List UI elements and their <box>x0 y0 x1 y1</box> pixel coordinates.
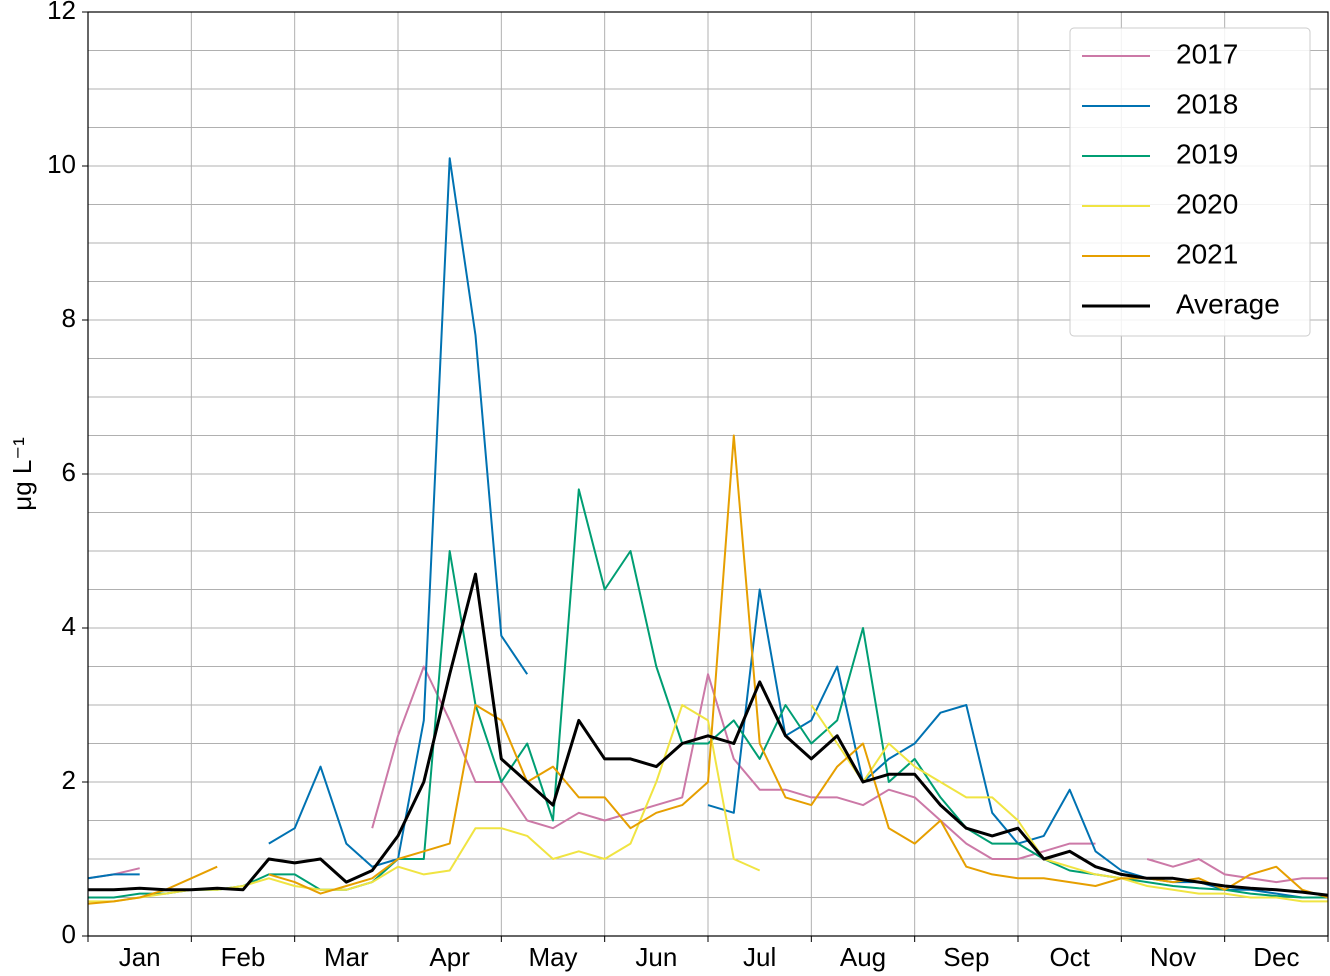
legend-label: 2021 <box>1176 238 1238 269</box>
x-tick-label: Sep <box>943 942 989 972</box>
y-tick-label: 8 <box>62 303 76 333</box>
y-tick-label: 0 <box>62 919 76 949</box>
x-tick-label: Dec <box>1253 942 1299 972</box>
x-tick-label: May <box>528 942 577 972</box>
x-tick-label: Feb <box>221 942 266 972</box>
x-tick-label: Jul <box>743 942 776 972</box>
y-tick-label: 10 <box>47 149 76 179</box>
legend-label: 2017 <box>1176 38 1238 69</box>
x-tick-label: Jun <box>635 942 677 972</box>
y-axis-label: μg L⁻¹ <box>7 437 37 511</box>
y-tick-label: 12 <box>47 0 76 25</box>
y-tick-label: 6 <box>62 457 76 487</box>
series-line <box>88 572 1329 897</box>
plot-frame <box>87 11 1329 937</box>
legend-label: 2020 <box>1176 188 1238 219</box>
x-tick-label: Aug <box>840 942 886 972</box>
x-tick-label: Nov <box>1150 942 1196 972</box>
legend-label: 2019 <box>1176 138 1238 169</box>
y-tick-label: 2 <box>62 765 76 795</box>
legend-label: Average <box>1176 288 1280 319</box>
x-tick-label: Apr <box>429 942 470 972</box>
y-tick-label: 4 <box>62 611 76 641</box>
x-tick-label: Mar <box>324 942 369 972</box>
x-tick-label: Jan <box>119 942 161 972</box>
legend-label: 2018 <box>1176 88 1238 119</box>
x-tick-label: Oct <box>1049 942 1090 972</box>
